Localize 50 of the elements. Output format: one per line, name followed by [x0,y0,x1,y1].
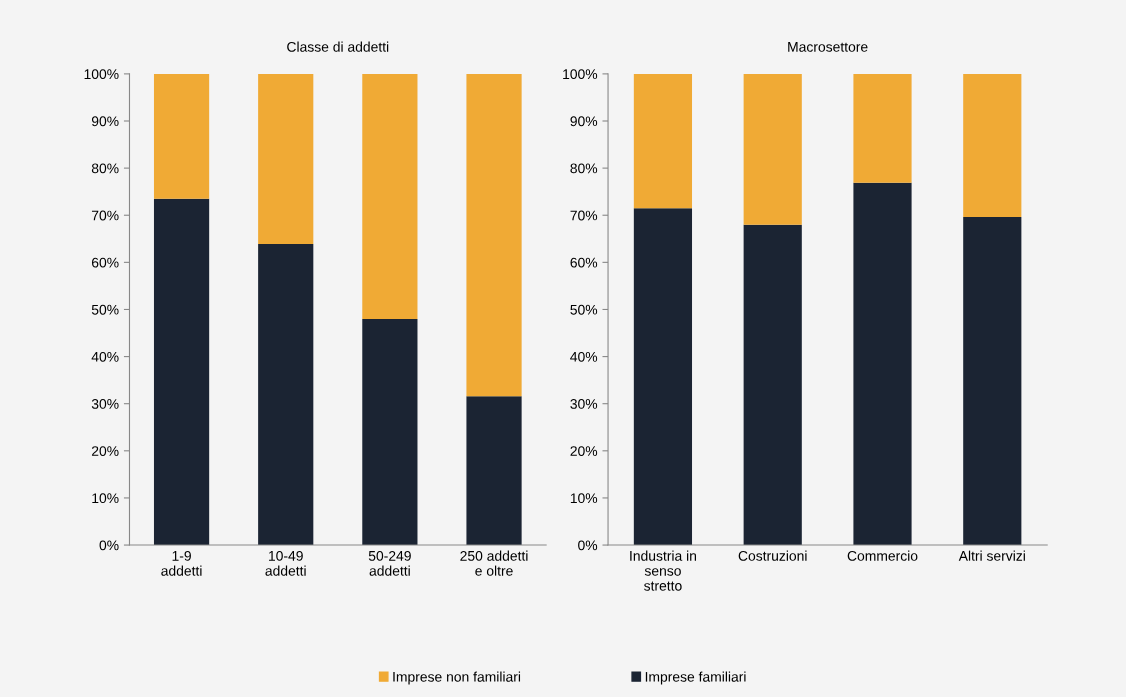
y-tick-label: 40% [570,351,598,362]
bar [633,208,693,546]
y-tick-label: 10% [92,493,119,504]
x-tick-label: Altri servizi [958,550,1025,561]
y-tick-label: 70% [91,210,119,221]
x-tick-label: Costruzioni [738,550,807,561]
x-tick-label: 250 addetti e oltre [460,550,528,576]
x-tick-label: 50-249 addetti [368,550,411,576]
bar [963,217,1022,546]
y-tick-label: 80% [570,163,598,174]
chart-title: Macrosettore [788,42,868,52]
bar [362,318,418,546]
legend-label: Imprese familiari [645,671,746,685]
chart-title: Classe di addetti [287,41,389,52]
y-tick-label: 50% [570,304,598,315]
y-tick-label: 20% [91,446,119,456]
bar [853,182,912,546]
bar [362,73,418,319]
bar [466,396,522,546]
y-tick-label: 90% [570,116,598,127]
x-tick-label: 10-49 addetti [265,550,306,576]
y-tick-label: 40% [91,351,119,362]
y-tick-label: 20% [570,446,598,456]
bar [466,73,522,397]
bar [258,73,314,244]
x-tick-label: 1-9 addetti [161,550,202,576]
y-tick-label: 90% [91,116,119,127]
bar [153,198,210,546]
y-tick-label: 60% [91,257,119,268]
y-tick-label: 30% [570,399,598,409]
y-tick-label: 50% [91,304,119,315]
bar [153,73,210,199]
x-tick-label: Commercio [847,550,918,561]
y-tick-label: 30% [91,399,119,409]
bar [633,73,693,209]
x-tick-label: Industria in senso stretto [630,550,696,591]
y-tick-label: 100% [84,69,119,80]
bar [258,243,314,546]
y-tick-label: 70% [570,210,598,221]
bar [963,73,1022,218]
y-tick-label: 100% [563,69,598,80]
y-tick-label: 0% [578,540,598,551]
y-tick-label: 10% [570,493,598,504]
bar [743,73,802,225]
bar [743,224,802,546]
bar [853,73,912,183]
legend-label: Imprese non familiari [393,671,521,685]
y-tick-label: 80% [91,163,119,174]
y-tick-label: 60% [570,257,598,268]
y-tick-label: 0% [99,540,119,551]
